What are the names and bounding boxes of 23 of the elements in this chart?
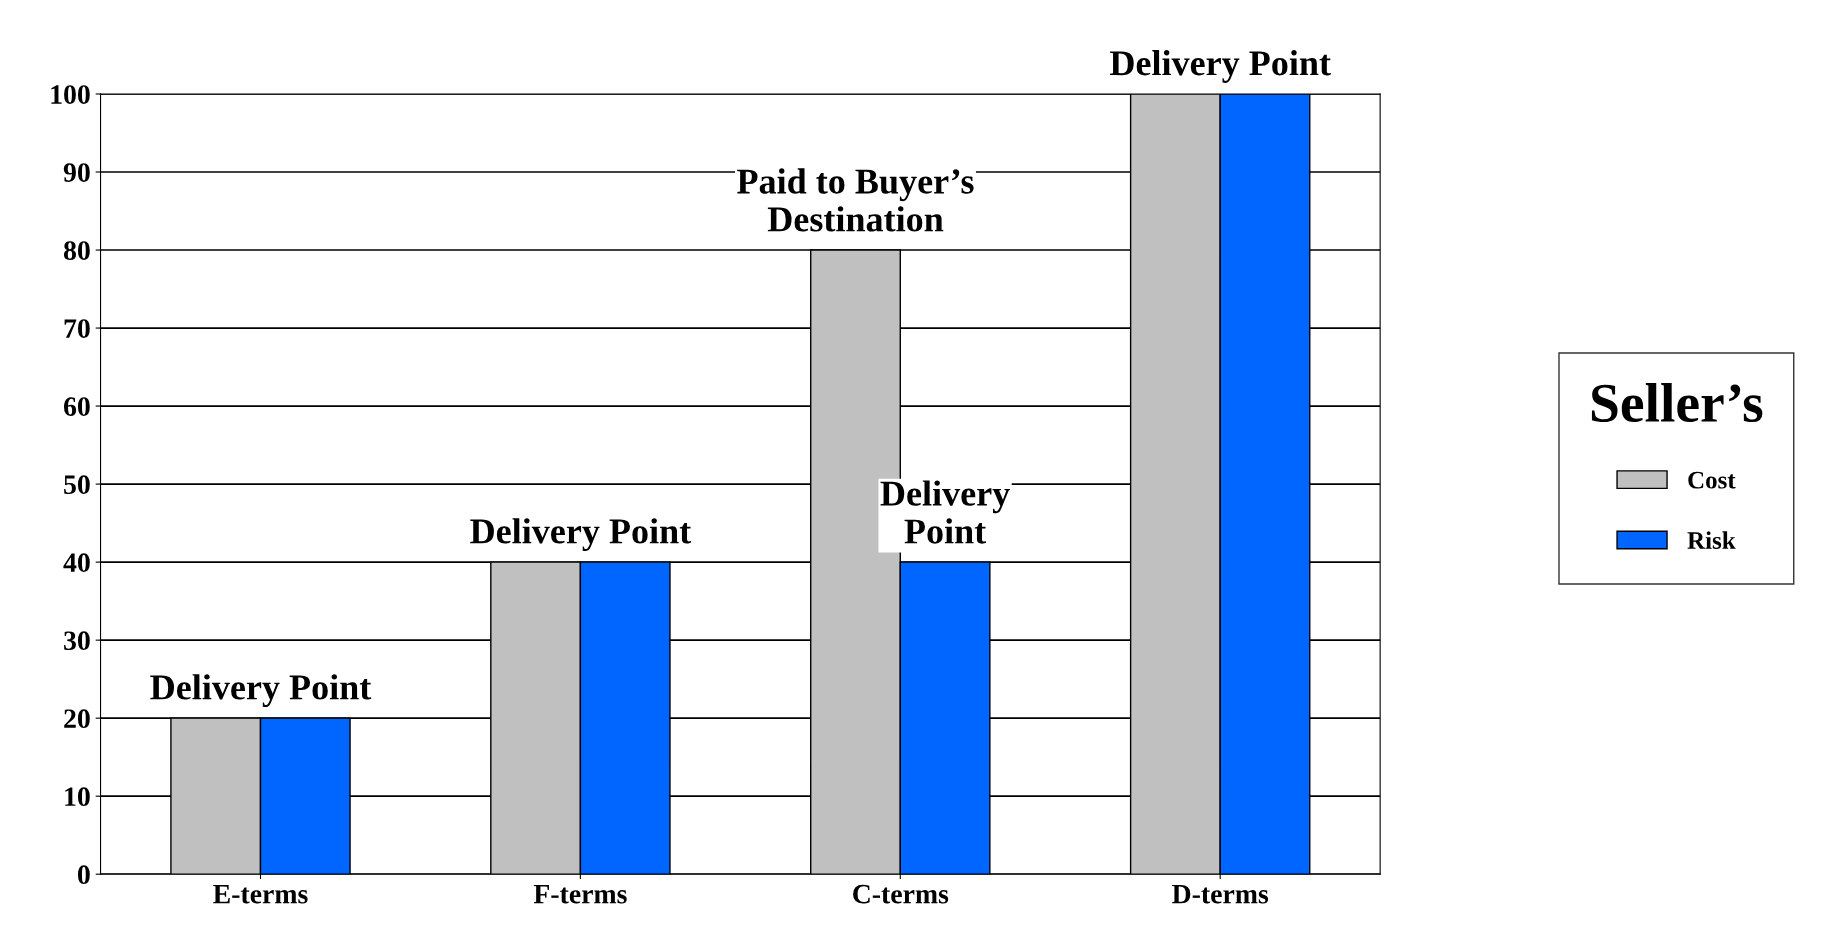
y-tick-label: 20 [64,709,90,729]
x-tick-label: E-terms [213,885,308,904]
y-tick-label: 70 [64,319,90,338]
annotation: Delivery Point [880,480,1010,544]
annotation: Delivery Point [470,518,692,552]
x-tick-label: F-terms [533,885,627,904]
annotation: Delivery Point [1110,50,1331,83]
y-tick-label: 80 [63,241,90,260]
y-tick-label: 90 [63,163,90,182]
y-tick-label: 10 [65,787,90,807]
annotation: Delivery Point [150,674,372,708]
y-tick-label: 40 [63,553,90,573]
y-tick-label: 100 [51,85,90,104]
y-tick-label: 30 [64,631,90,651]
y-tick-label: 60 [63,397,90,416]
legend-title: Seller’s [1591,382,1763,423]
annotation: Paid to Buyer’s Destination [737,168,974,232]
x-tick-label: C-terms [853,884,949,904]
y-tick-label: 0 [77,865,90,885]
legend-label: Cost [1688,471,1736,489]
x-tick-label: D-terms [1172,885,1269,904]
y-tick-label: 50 [64,475,90,495]
legend-label: Risk [1687,531,1736,549]
